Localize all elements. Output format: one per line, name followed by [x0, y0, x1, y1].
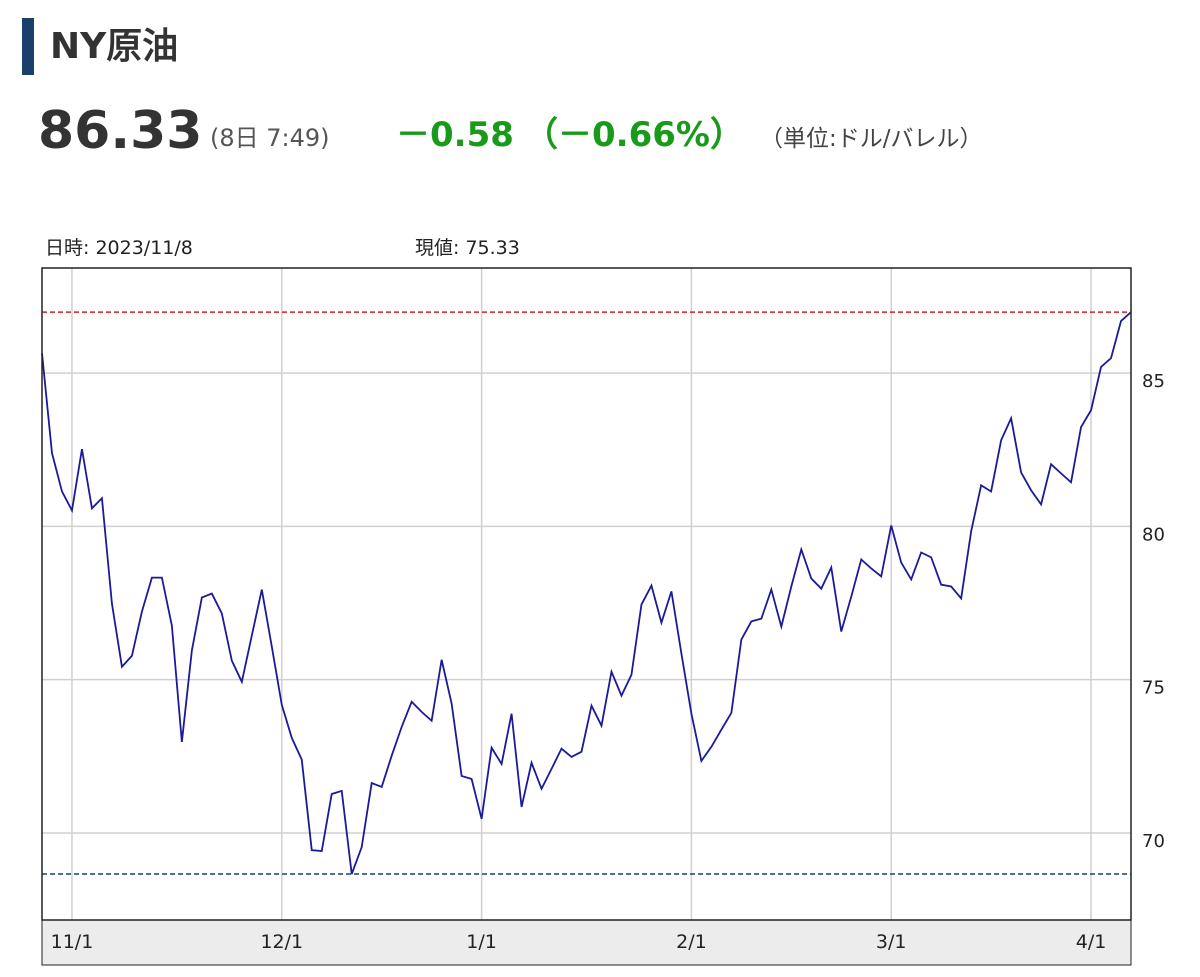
- title: NY原油: [50, 26, 178, 67]
- y-tick-label: 70: [1142, 831, 1165, 852]
- x-tick-label: 4/1: [1076, 931, 1107, 953]
- x-tick-label: 1/1: [466, 931, 497, 953]
- x-tick-label: 3/1: [876, 931, 907, 953]
- time: (8日 7:49): [210, 124, 330, 152]
- change: －0.58: [396, 115, 514, 155]
- x-tick-label: 2/1: [676, 931, 707, 953]
- unit: （単位:ドル/バレル）: [760, 126, 983, 152]
- info-date: 日時: 2023/11/8: [45, 237, 193, 259]
- change-pct: （－0.66%）: [524, 115, 744, 155]
- price-line: [41, 311, 1132, 875]
- y-tick-label: 75: [1142, 678, 1165, 699]
- x-axis-band: [41, 919, 1132, 966]
- y-tick-label: 85: [1142, 371, 1165, 392]
- x-tick-label: 12/1: [260, 931, 303, 953]
- plot-frame: [41, 267, 1132, 921]
- info-value: 現値: 75.33: [415, 237, 520, 259]
- x-tick-label: 11/1: [51, 931, 94, 953]
- title-bar: [22, 18, 34, 75]
- price: 86.33: [38, 101, 202, 161]
- y-tick-label: 80: [1142, 524, 1165, 545]
